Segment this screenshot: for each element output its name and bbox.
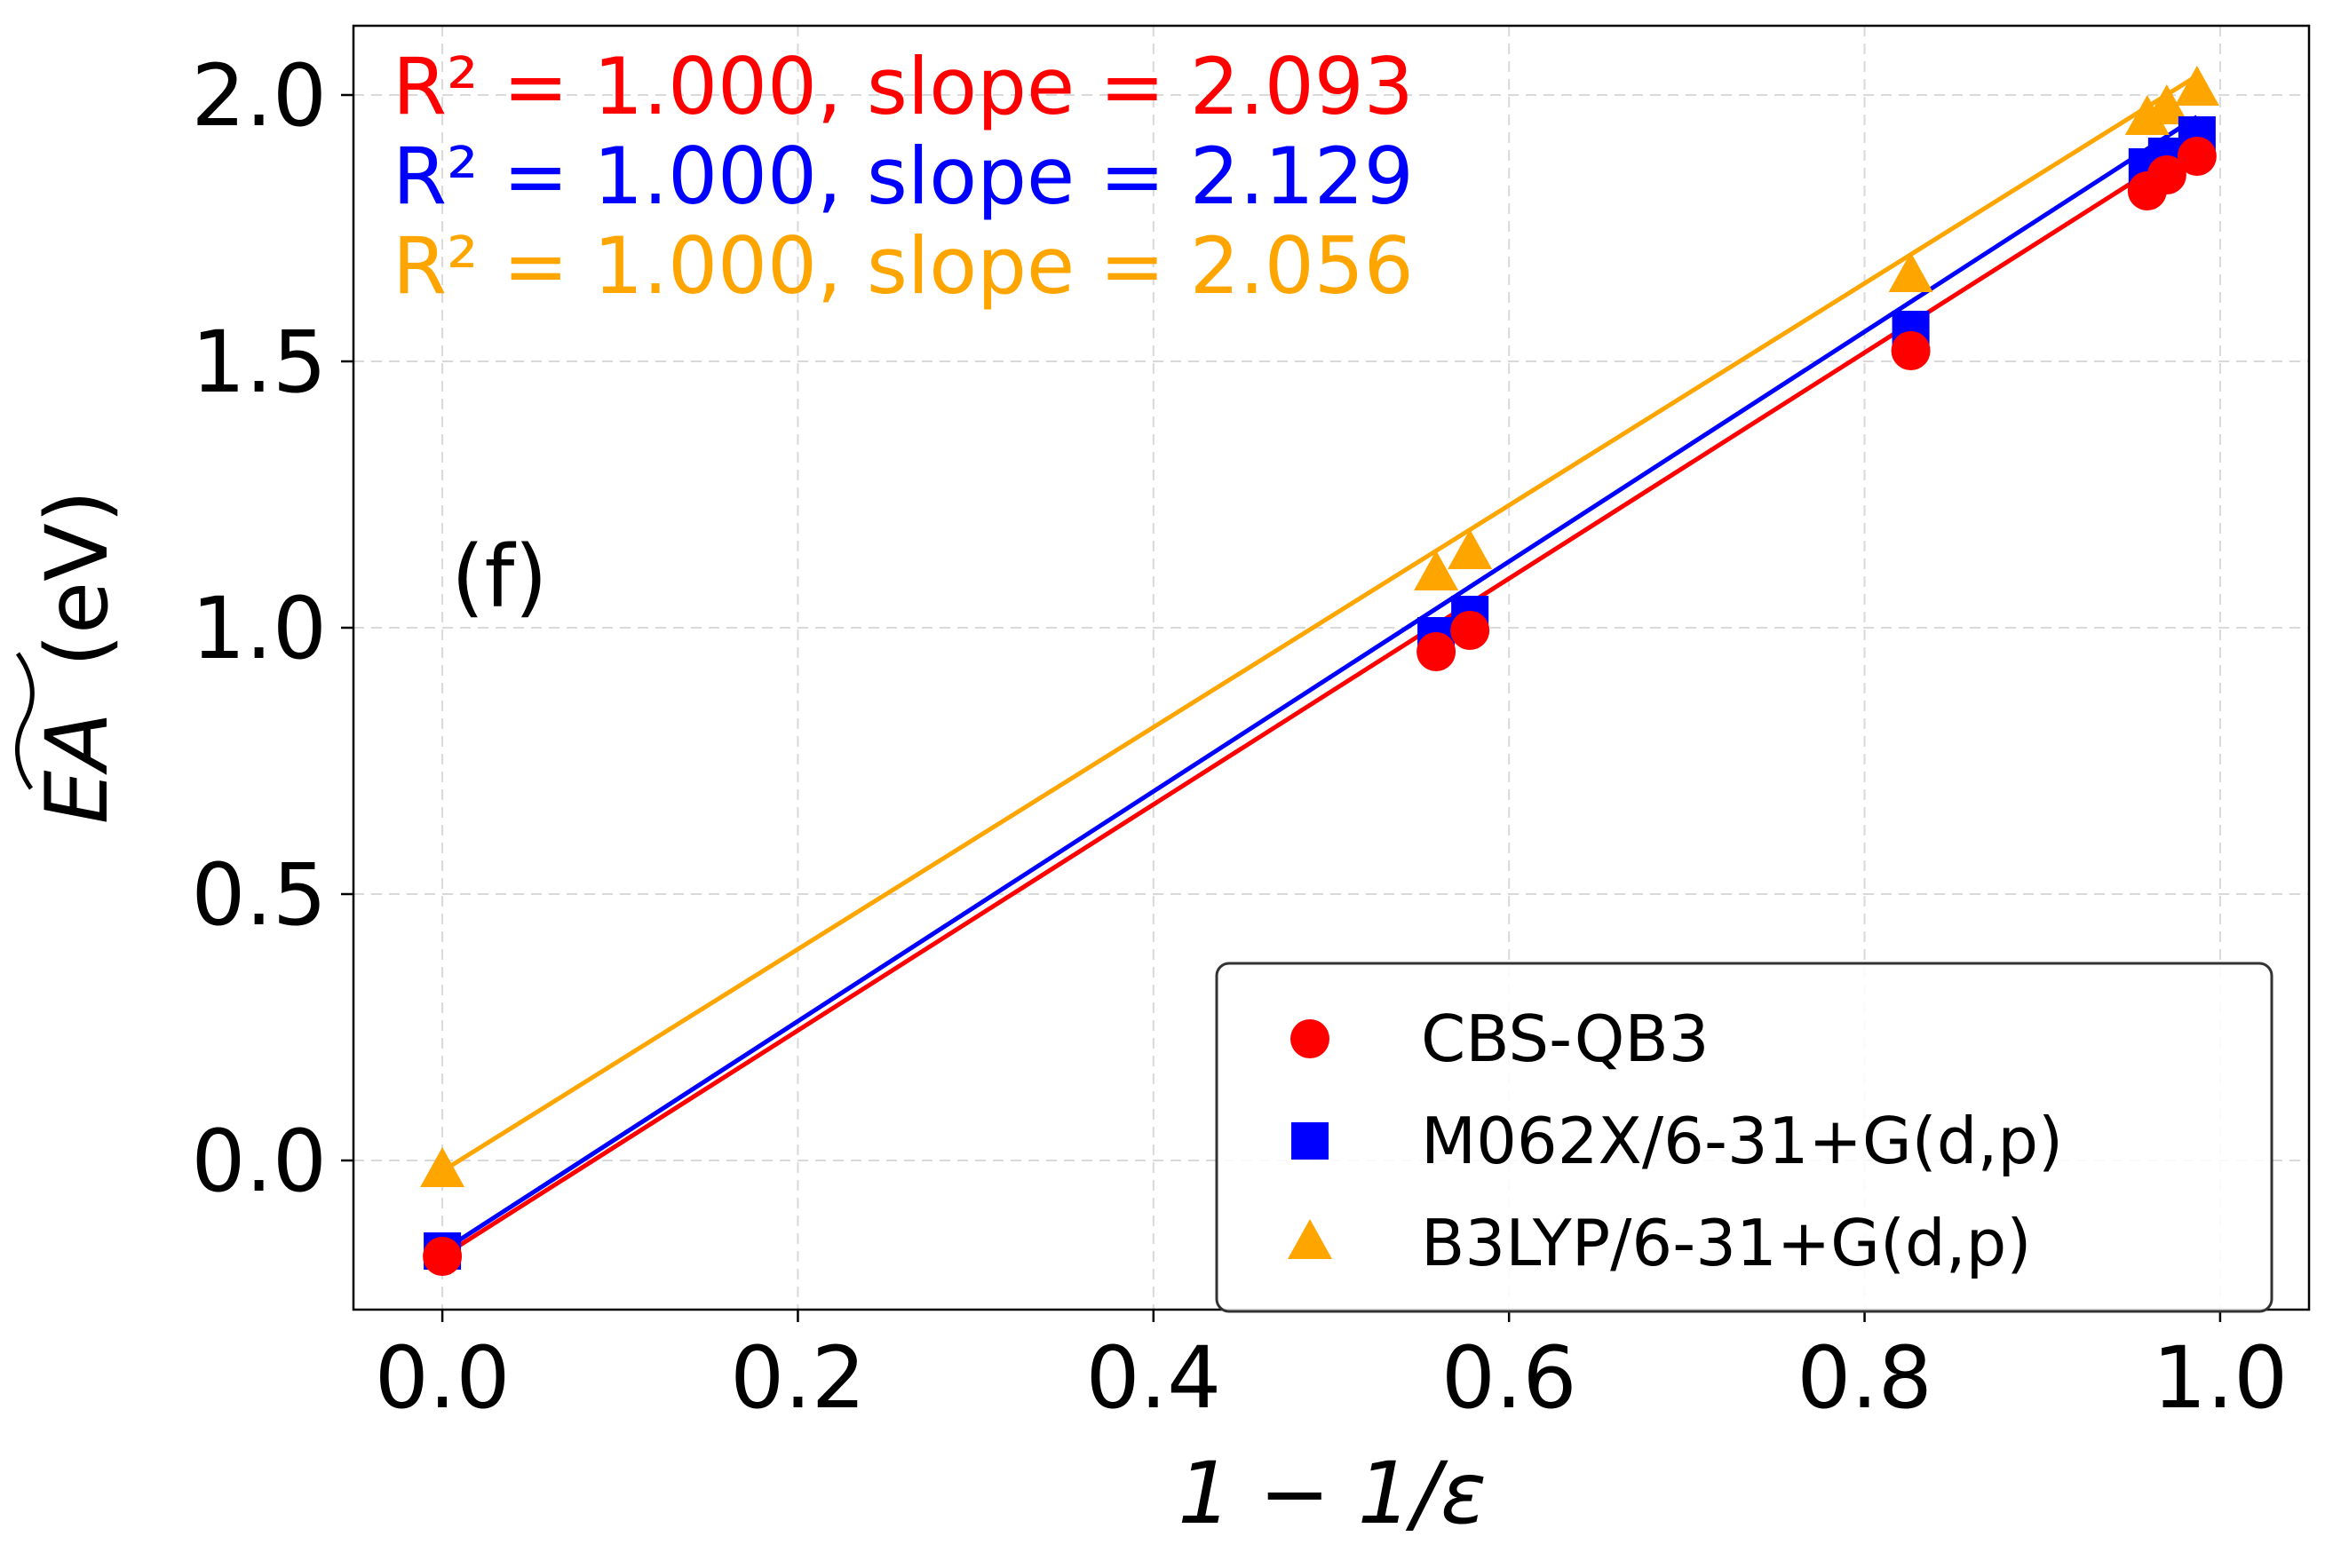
data-point-circle	[1891, 331, 1931, 370]
legend: CBS-QB3 M062X/6-31+G(d,p) B3LYP/6-31+G(d…	[1215, 962, 2273, 1313]
legend-marker-triangle	[1288, 1219, 1332, 1259]
data-point-circle	[1450, 611, 1490, 650]
panel-label: (f)	[451, 527, 548, 627]
data-point-triangle	[1448, 529, 1493, 569]
y-tick-label: 2.0	[191, 46, 327, 146]
data-point-triangle	[1414, 550, 1459, 590]
data-point-circle	[1416, 632, 1456, 671]
y-tick-label: 0.0	[191, 1112, 327, 1211]
fit-annotation-cbs-qb3: R² = 1.000, slope = 2.093	[393, 41, 1414, 132]
data-point-triangle	[2174, 66, 2219, 106]
y-axis: 0.0 0.5 1.0 1.5 2.0	[191, 46, 353, 1211]
y-tick-label: 0.5	[191, 845, 327, 945]
legend-label-m062x: M062X/6-31+G(d,p)	[1421, 1104, 2063, 1178]
data-markers	[420, 66, 2219, 1276]
fit-annotation-m062x: R² = 1.000, slope = 2.129	[393, 131, 1414, 222]
y-tick-label: 1.0	[191, 579, 327, 678]
data-point-triangle	[2144, 84, 2189, 124]
x-tick-label: 0.4	[1085, 1328, 1221, 1428]
x-tick-label: 0.8	[1797, 1328, 1932, 1428]
data-point-triangle	[2124, 95, 2170, 135]
fit-annotation-b3lyp: R² = 1.000, slope = 2.056	[393, 220, 1414, 312]
y-tick-label: 1.5	[191, 313, 327, 412]
data-point-circle	[2177, 137, 2217, 176]
legend-markers	[1288, 1019, 1332, 1259]
x-tick-label: 0.6	[1441, 1328, 1577, 1428]
fit-line-1	[440, 115, 2199, 1254]
x-axis-label: 1 − 1/ε	[1178, 1444, 1487, 1543]
data-point-triangle	[1888, 252, 1933, 292]
svg-text:EA (eV): EA (eV)	[28, 490, 127, 824]
data-point-circle	[2146, 155, 2186, 194]
fit-line-2	[440, 74, 2199, 1174]
x-tick-label: 1.0	[2153, 1328, 2289, 1428]
legend-box	[1215, 962, 2273, 1313]
x-tick-label: 0.0	[375, 1328, 511, 1428]
legend-label-cbs-qb3: CBS-QB3	[1421, 1002, 1710, 1076]
legend-label-b3lyp: B3LYP/6-31+G(d,p)	[1421, 1206, 2031, 1280]
legend-marker-square	[1291, 1122, 1329, 1160]
y-axis-label-tilde	[15, 652, 35, 790]
data-point-triangle	[420, 1147, 465, 1187]
x-axis: 0.0 0.2 0.4 0.6 0.8 1.0	[375, 1310, 2288, 1428]
data-point-circle	[423, 1237, 463, 1276]
y-axis-label-symbol: EA	[28, 712, 127, 824]
legend-marker-circle	[1290, 1019, 1329, 1058]
y-axis-label: EA (eV)	[15, 490, 127, 824]
x-tick-label: 0.2	[730, 1328, 866, 1428]
y-axis-label-units: (eV)	[28, 490, 127, 668]
